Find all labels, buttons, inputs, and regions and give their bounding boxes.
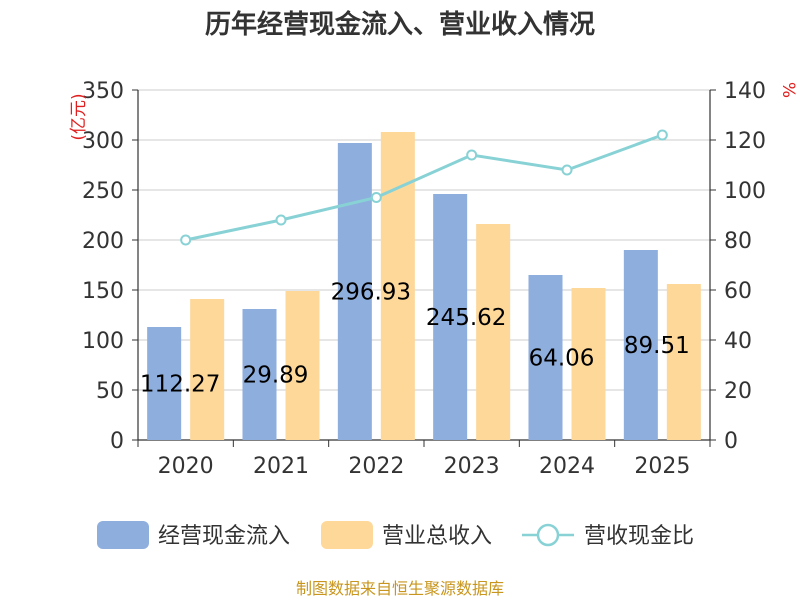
- y-right-tick-label: 100: [724, 179, 766, 204]
- x-tick-label: 2021: [253, 454, 309, 479]
- x-tick-label: 2025: [634, 454, 690, 479]
- y-right-tick-label: 20: [724, 379, 752, 404]
- x-tick-label: 2020: [158, 454, 214, 479]
- source-note: 制图数据来自恒生聚源数据库: [296, 579, 504, 598]
- y-right-tick-label: 140: [724, 79, 766, 104]
- bar-total-revenue: [285, 291, 320, 440]
- legend-label-ratio: 营收现金比: [584, 524, 694, 549]
- bar-cash-inflow: [528, 275, 563, 440]
- bar-total-revenue: [190, 299, 225, 440]
- ratio-point: [370, 192, 382, 203]
- data-label: 245.62: [426, 305, 506, 331]
- legend-label-cash-inflow: 经营现金流入: [158, 524, 290, 549]
- bar-cash-inflow: [147, 327, 182, 440]
- legend-swatch-total-revenue: [321, 521, 373, 549]
- data-label: 29.89: [243, 363, 309, 389]
- ratio-point: [275, 214, 287, 226]
- y-right-tick-label: 40: [724, 329, 752, 354]
- x-tick-label: 2023: [444, 454, 500, 479]
- bar-cash-inflow: [242, 309, 277, 440]
- bar-total-revenue: [571, 288, 606, 440]
- y-left-tick-label: 200: [82, 229, 124, 254]
- y-left-tick-label: 150: [82, 279, 124, 304]
- bar-cash-inflow: [623, 250, 658, 440]
- ratio-line: [180, 129, 668, 246]
- ratio-point: [180, 234, 192, 246]
- bar-cash-inflow: [433, 194, 468, 440]
- data-label: 64.06: [529, 346, 595, 372]
- data-labels: 112.27 29.89 296.93 245.62 64.06 89.51: [140, 280, 690, 398]
- data-label: 296.93: [331, 280, 411, 306]
- y-right-tick-label: 60: [724, 279, 752, 304]
- y-left-unit: (亿元): [69, 93, 89, 140]
- ratio-point: [466, 149, 478, 161]
- bar-cash-inflow: [337, 143, 372, 440]
- y-left-tick-label: 300: [82, 129, 124, 154]
- y-left-tick-label: 250: [82, 179, 124, 204]
- gridlines: [138, 89, 710, 391]
- legend-swatch-cash-inflow: [97, 521, 149, 549]
- x-tick-label: 2024: [539, 454, 595, 479]
- bar-total-revenue: [666, 284, 701, 440]
- ratio-point: [561, 164, 573, 176]
- bars: [147, 132, 701, 440]
- y-left-tick-label: 0: [110, 429, 124, 454]
- y-right-unit: %: [778, 82, 798, 98]
- legend-label-total-revenue: 营业总收入: [382, 524, 492, 549]
- legend: 经营现金流入 营业总收入 营收现金比: [97, 521, 694, 549]
- y-left-tick-label: 350: [82, 79, 124, 104]
- data-label: 112.27: [140, 372, 220, 398]
- x-tick-label: 2022: [348, 454, 404, 479]
- ratio-point: [656, 129, 668, 141]
- legend-swatch-ratio-marker: [536, 523, 560, 547]
- y-left-tick-label: 100: [82, 329, 124, 354]
- y-right-tick-label: 80: [724, 229, 752, 254]
- ratio-line-path: [185, 133, 663, 242]
- data-label: 89.51: [624, 333, 690, 359]
- chart-title: 历年经营现金流入、营业收入情况: [205, 9, 595, 40]
- axes: 0 50 100 150 200 250 300 350 0 20 40 60 80 100 120 140 2…: [82, 79, 766, 479]
- bar-total-revenue: [476, 224, 511, 440]
- y-left-tick-label: 50: [96, 379, 124, 404]
- y-right-tick-label: 120: [724, 129, 766, 154]
- y-right-tick-label: 0: [724, 429, 738, 454]
